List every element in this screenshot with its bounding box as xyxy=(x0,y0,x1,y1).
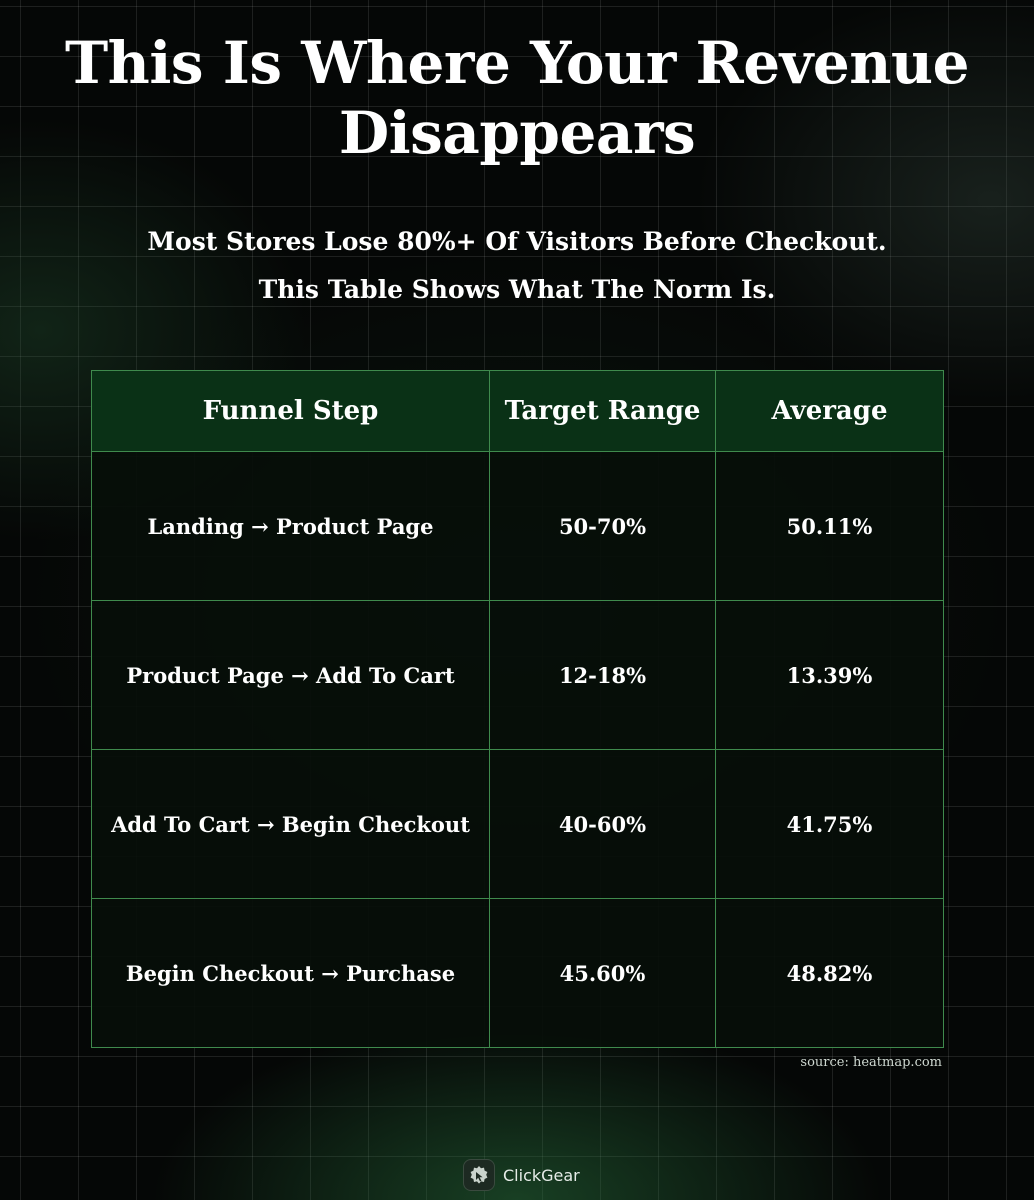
header-funnel-step: Funnel Step xyxy=(91,370,490,452)
table-row: Add To Cart → Begin Checkout 40-60% 41.7… xyxy=(91,749,944,899)
cell-average: 48.82% xyxy=(715,898,944,1048)
brand-name: ClickGear xyxy=(503,1165,580,1185)
cell-target-range: 45.60% xyxy=(489,898,716,1048)
funnel-table: Funnel Step Target Range Average Landing… xyxy=(91,370,944,1048)
funnel-table-container: Funnel Step Target Range Average Landing… xyxy=(91,370,944,1052)
header-average: Average xyxy=(715,370,944,452)
cell-funnel-step: Landing → Product Page xyxy=(91,451,490,601)
table-row: Product Page → Add To Cart 12-18% 13.39% xyxy=(91,600,944,750)
subtitle-line-1: Most Stores Lose 80%+ Of Visitors Before… xyxy=(147,227,887,256)
cell-average: 13.39% xyxy=(715,600,944,750)
header-target-range: Target Range xyxy=(489,370,716,452)
table-row: Landing → Product Page 50-70% 50.11% xyxy=(91,451,944,601)
cell-target-range: 50-70% xyxy=(489,451,716,601)
page-title: This Is Where Your Revenue Disappears xyxy=(65,29,969,167)
table-row: Begin Checkout → Purchase 45.60% 48.82% xyxy=(91,898,944,1048)
page-subtitle: Most Stores Lose 80%+ Of Visitors Before… xyxy=(0,218,1034,314)
source-credit: source: heatmap.com xyxy=(800,1055,942,1070)
cell-average: 50.11% xyxy=(715,451,944,601)
cell-funnel-step: Begin Checkout → Purchase xyxy=(91,898,490,1048)
subtitle-line-2: This Table Shows What The Norm Is. xyxy=(258,275,776,304)
cell-target-range: 12-18% xyxy=(489,600,716,750)
cell-target-range: 40-60% xyxy=(489,749,716,899)
clickgear-logo-icon xyxy=(463,1159,495,1191)
cell-funnel-step: Add To Cart → Begin Checkout xyxy=(91,749,490,899)
brand-footer: ClickGear xyxy=(463,1158,580,1192)
cell-average: 41.75% xyxy=(715,749,944,899)
cell-funnel-step: Product Page → Add To Cart xyxy=(91,600,490,750)
table-header-row: Funnel Step Target Range Average xyxy=(91,370,944,452)
